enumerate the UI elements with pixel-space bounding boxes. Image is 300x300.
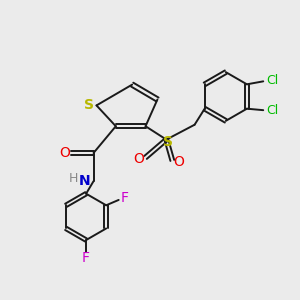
Text: H: H [69, 172, 78, 185]
Text: O: O [173, 155, 184, 169]
Text: F: F [82, 251, 90, 266]
Text: Cl: Cl [267, 74, 279, 87]
Text: O: O [134, 152, 144, 166]
Text: Cl: Cl [267, 104, 279, 117]
Text: F: F [121, 191, 129, 206]
Text: N: N [79, 174, 90, 188]
Text: S: S [163, 135, 173, 149]
Text: O: O [59, 146, 70, 160]
Text: S: S [84, 98, 94, 112]
